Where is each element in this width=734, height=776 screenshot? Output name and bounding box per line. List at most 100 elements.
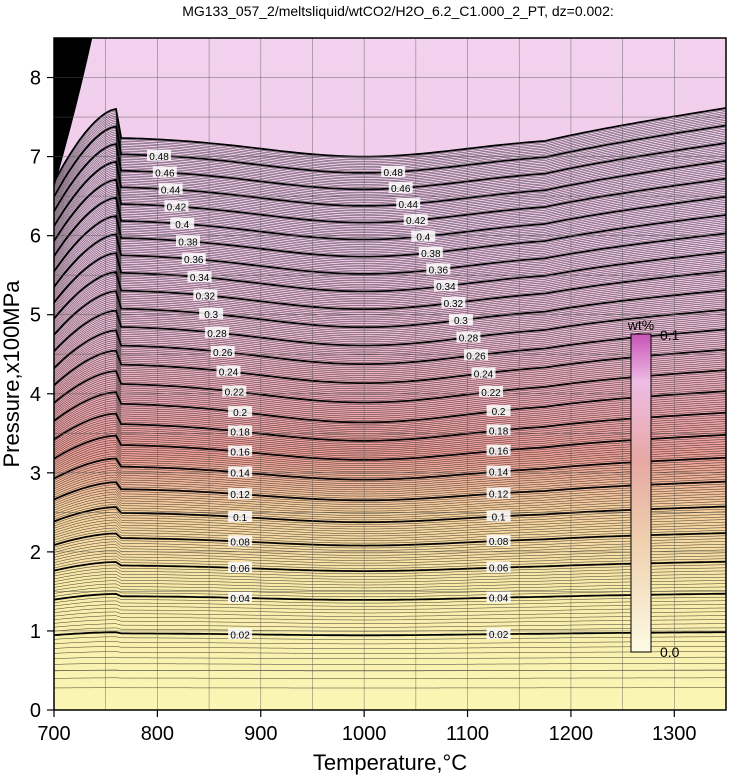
contour-line [54, 278, 726, 326]
contour-line [54, 535, 726, 549]
contour-label: 0.44 [396, 198, 421, 211]
contour-line [54, 503, 726, 521]
contour-line-major [54, 592, 726, 601]
contour-line [54, 600, 726, 607]
contour-line [54, 248, 726, 300]
contour-line [54, 148, 726, 216]
contour-line [54, 491, 726, 510]
contour-label: 0.08 [228, 535, 253, 548]
contour-line [54, 207, 726, 266]
contour-line [54, 227, 726, 283]
contour-line [54, 514, 726, 530]
contour-label: 0.48 [381, 166, 406, 179]
contour-line [54, 244, 726, 297]
svg-text:0.12: 0.12 [230, 490, 250, 501]
svg-text:0.44: 0.44 [161, 185, 181, 196]
svg-text:0.2: 0.2 [233, 408, 247, 419]
svg-text:0.04: 0.04 [230, 594, 250, 605]
contour-line [54, 471, 726, 493]
y-tick-label: 6 [30, 226, 41, 248]
contour-label: 0.34 [187, 271, 212, 284]
contour-line [54, 261, 726, 311]
colorbar-max-label: 0.1 [660, 327, 680, 343]
contour-line [54, 246, 726, 299]
contour-line [54, 305, 726, 349]
contour-line-major [54, 560, 726, 572]
contour-line [54, 580, 726, 589]
contour-line [54, 280, 726, 327]
contour-label: 0.02 [228, 628, 253, 641]
contour-label: 0.06 [486, 561, 511, 575]
svg-text:0.46: 0.46 [155, 168, 175, 179]
contour-line [54, 419, 726, 447]
contour-line [54, 114, 726, 189]
contour-label: 0.42 [403, 214, 428, 227]
contour-line [54, 430, 726, 457]
contour-line [54, 567, 726, 577]
colorbar-gradient [630, 333, 652, 653]
contour-line [54, 590, 726, 598]
contour-label: 0.18 [486, 424, 511, 438]
x-tick-label: 1000 [342, 723, 387, 745]
contour-line [54, 357, 726, 393]
contour-label: 0.08 [486, 534, 511, 548]
svg-text:0.26: 0.26 [213, 348, 233, 359]
contour-line [54, 393, 726, 425]
contour-line [54, 287, 726, 334]
contour-label: 0.44 [158, 183, 183, 196]
contour-line [54, 274, 726, 322]
svg-text:0.3: 0.3 [204, 310, 218, 321]
contour-line [54, 351, 726, 388]
y-tick-label: 1 [30, 621, 41, 643]
contour-line [54, 527, 726, 541]
contour-line [54, 231, 726, 286]
contour-line [54, 541, 726, 554]
contour-line [54, 552, 726, 564]
contour-line [54, 359, 726, 395]
contour-lines [54, 107, 726, 689]
svg-text:0.08: 0.08 [489, 537, 509, 548]
x-tick-label: 900 [244, 723, 277, 745]
contour-line [54, 476, 726, 497]
contour-line [54, 469, 726, 491]
contour-line [54, 374, 726, 407]
svg-text:0.48: 0.48 [383, 168, 403, 179]
svg-text:0.1: 0.1 [233, 513, 247, 524]
x-tick-label: 800 [141, 723, 174, 745]
contour-line [54, 276, 726, 324]
svg-text:0.26: 0.26 [466, 351, 486, 362]
contour-line [54, 425, 726, 453]
contour-line [54, 427, 726, 455]
contour-line-major [54, 505, 726, 524]
contour-line [54, 295, 726, 340]
svg-text:0.4: 0.4 [175, 220, 189, 231]
contour-line [54, 508, 726, 525]
contour-line [54, 341, 726, 379]
contour-label: 0.02 [486, 628, 511, 641]
contour-line [54, 656, 726, 659]
contour-line-major [54, 308, 726, 352]
contour-line-major [54, 232, 726, 288]
contour-label: 0.2 [486, 404, 511, 418]
contour-line [54, 474, 726, 495]
contour-line [54, 307, 726, 350]
contour-line [54, 382, 726, 415]
contour-line [54, 238, 726, 292]
contour-line [54, 212, 726, 271]
contour-line-major [54, 107, 726, 183]
contour-line [54, 423, 726, 451]
contour-line [54, 313, 726, 355]
contour-line [54, 263, 726, 313]
contour-line [54, 240, 726, 294]
contour-label: 0.28 [204, 326, 229, 340]
svg-text:0.02: 0.02 [230, 630, 250, 641]
contour-line [54, 498, 726, 516]
contour-line [54, 619, 726, 624]
x-tick-label: 1300 [652, 723, 697, 745]
contour-line [54, 198, 726, 258]
contour-line [54, 323, 726, 364]
contour-label: 0.1 [486, 510, 511, 523]
contour-line [54, 641, 726, 645]
contour-line [54, 448, 726, 472]
